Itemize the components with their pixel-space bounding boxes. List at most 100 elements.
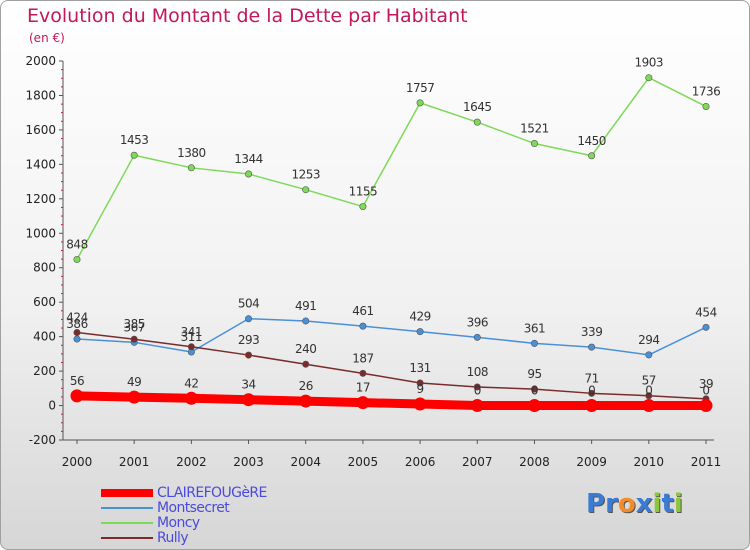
data-point [245, 351, 253, 359]
data-point [187, 164, 195, 172]
data-label: 341 [181, 325, 202, 339]
proxiti-logo: Proxiti [586, 489, 683, 519]
data-label: 0 [702, 384, 709, 398]
x-tick-label: 2010 [634, 455, 665, 469]
data-point [470, 399, 484, 413]
data-label: 71 [584, 371, 598, 385]
data-point [359, 203, 367, 211]
data-point [416, 328, 424, 336]
data-point [642, 399, 656, 413]
x-tick-label: 2007 [462, 455, 493, 469]
data-label: 1380 [177, 146, 206, 160]
data-label: 95 [527, 367, 541, 381]
logo-letter: t [661, 489, 674, 519]
data-point [416, 379, 424, 387]
data-label: 0 [474, 384, 481, 398]
data-point [245, 170, 253, 178]
data-point [70, 389, 84, 403]
x-tick-label: 2009 [576, 455, 607, 469]
y-tick-label: 2000 [25, 54, 56, 68]
data-point [359, 322, 367, 330]
data-label: 42 [184, 376, 198, 390]
legend-label: Moncy [157, 514, 200, 531]
y-tick-label: 200 [33, 364, 56, 378]
data-label: 1344 [234, 152, 263, 166]
data-point [530, 140, 538, 148]
data-label: 1736 [692, 84, 721, 98]
x-tick-label: 2011 [691, 455, 722, 469]
data-label: 1645 [463, 100, 492, 114]
data-label: 1155 [349, 185, 378, 199]
data-point [588, 152, 596, 160]
data-point [413, 397, 427, 411]
series-line-rully [76, 331, 707, 400]
data-point [127, 390, 141, 404]
legend-item: Rully [101, 530, 267, 545]
legend-label: CLAIREFOUGèRE [157, 484, 267, 501]
legend-swatch [101, 506, 153, 509]
x-tick-label: 2002 [176, 455, 207, 469]
legend-label: Rully [157, 529, 189, 546]
data-label: 461 [352, 304, 373, 318]
data-point [73, 335, 81, 343]
data-point [302, 186, 310, 194]
logo-letter: r [605, 489, 618, 519]
data-point [73, 329, 81, 337]
data-label: 1453 [120, 133, 149, 147]
y-tick-label: 1400 [25, 157, 56, 171]
y-tick-label: -200 [29, 433, 56, 447]
data-label: 293 [238, 333, 259, 347]
data-point [473, 333, 481, 341]
data-label: 504 [238, 297, 259, 311]
series-line-moncy [76, 76, 707, 260]
data-point [645, 74, 653, 82]
y-tick-label: 800 [33, 261, 56, 275]
data-label: 361 [524, 321, 545, 335]
series-line-clairefougère [76, 391, 706, 411]
legend-swatch [101, 488, 153, 497]
data-label: 131 [409, 361, 430, 375]
y-tick-label: 0 [48, 399, 56, 413]
x-tick-label: 2003 [233, 455, 264, 469]
data-point [73, 255, 81, 263]
data-point [645, 392, 653, 400]
data-label: 454 [695, 305, 716, 319]
x-tick-label: 2005 [348, 455, 379, 469]
data-label: 49 [127, 375, 141, 389]
data-point [473, 383, 481, 391]
data-label: 311 [181, 330, 202, 344]
legend-item: CLAIREFOUGèRE [101, 485, 267, 500]
y-tick-label: 600 [33, 295, 56, 309]
logo-letter: P [586, 489, 606, 519]
data-label: 56 [70, 374, 84, 388]
data-point [187, 343, 195, 351]
legend-swatch [101, 536, 153, 539]
data-point [702, 102, 710, 110]
x-tick-label: 2000 [62, 455, 93, 469]
data-point [242, 393, 256, 407]
x-tick-label: 2004 [290, 455, 321, 469]
data-label: 187 [352, 351, 373, 365]
data-point [530, 385, 538, 393]
y-tick-label: 1600 [25, 123, 56, 137]
data-point [702, 323, 710, 331]
data-point [130, 151, 138, 159]
legend-item: Moncy [101, 515, 267, 530]
data-point [699, 399, 713, 413]
y-tick-label: 400 [33, 330, 56, 344]
logo-letter: i [673, 489, 683, 519]
logo-letter: x [635, 489, 653, 519]
data-point [356, 396, 370, 410]
logo-letter: o [617, 489, 636, 519]
data-label: 26 [299, 379, 313, 393]
data-point [585, 399, 599, 413]
data-label: 17 [356, 381, 370, 395]
y-tick-label: 1200 [25, 192, 56, 206]
x-tick-label: 2008 [519, 455, 550, 469]
legend-label: Montsecret [157, 499, 230, 516]
data-label: 1253 [291, 168, 320, 182]
logo-letter: i [652, 489, 662, 519]
y-tick-label: 1000 [25, 226, 56, 240]
data-point [588, 343, 596, 351]
chart-subtitle: (en €) [29, 31, 65, 45]
